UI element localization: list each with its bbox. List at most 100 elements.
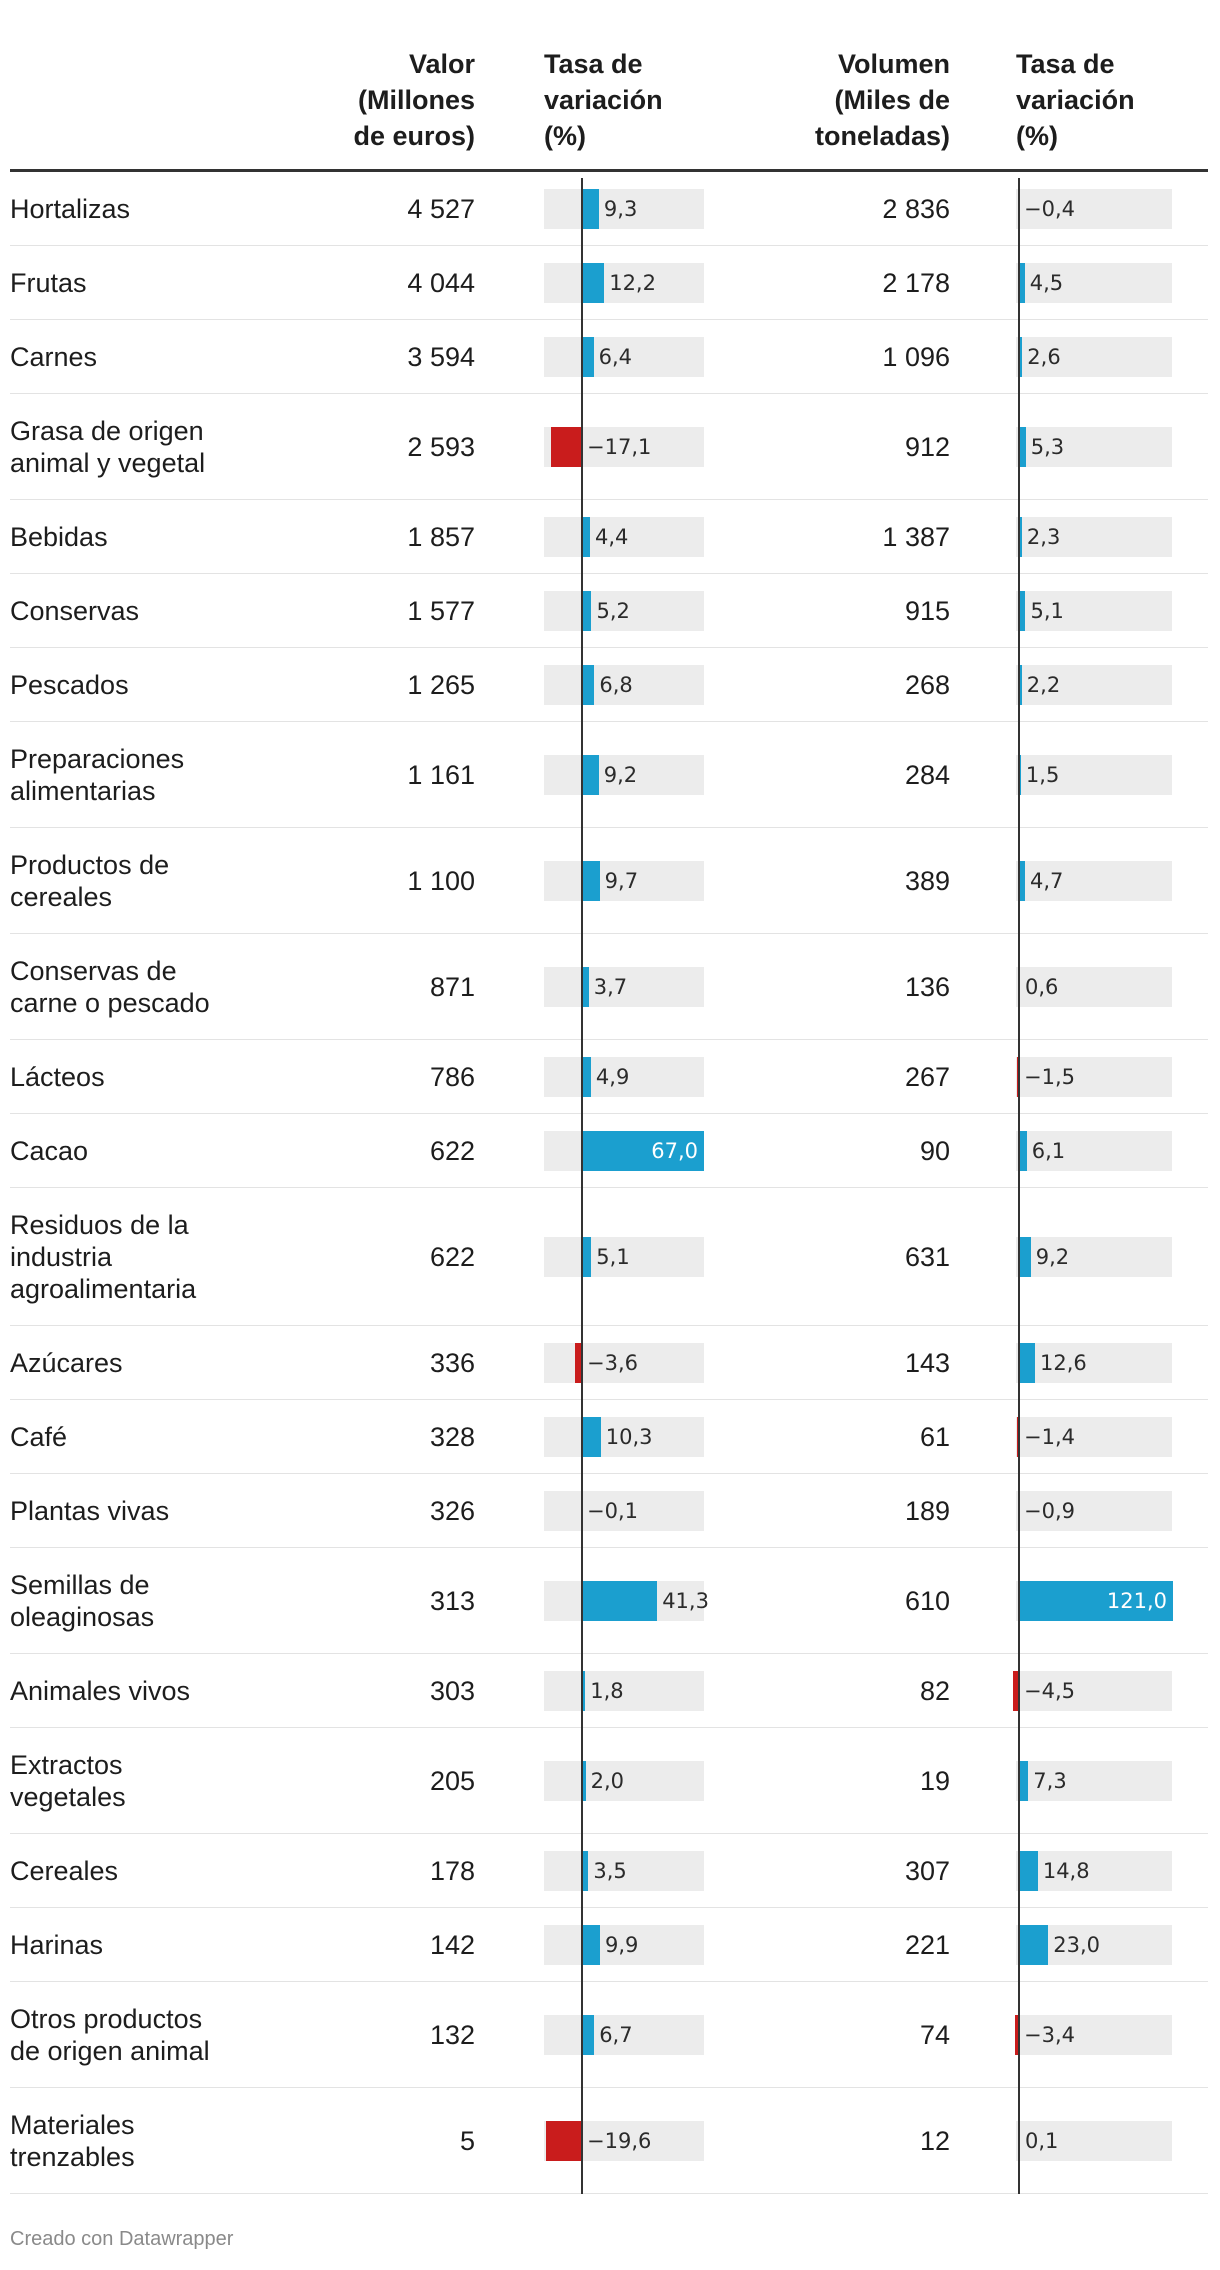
bar-track-tasa-volumen <box>1016 1237 1172 1277</box>
row-volumen: 284 <box>904 759 950 790</box>
row-volumen: 74 <box>919 2019 950 2050</box>
bar-track-tasa-volumen <box>1016 967 1172 1007</box>
row-volumen: 19 <box>919 1765 950 1796</box>
bar-track-tasa-volumen <box>1016 2121 1172 2161</box>
row-volumen: 136 <box>904 971 950 1002</box>
row-volumen: 389 <box>904 865 950 896</box>
row-valor: 4 527 <box>407 193 475 224</box>
label-tasa-volumen: −0,9 <box>1024 1499 1075 1523</box>
table-row: Bebidas 1 857 1 387 4,4 2,3 <box>10 500 1208 574</box>
label-tasa-volumen: 9,2 <box>1035 1245 1070 1269</box>
bar-track-tasa-volumen <box>1016 1671 1172 1711</box>
row-volumen: 221 <box>904 1929 950 1960</box>
label-tasa-volumen: 6,1 <box>1031 1139 1066 1163</box>
row-name: Productos de cereales <box>10 849 170 912</box>
bar-tasa-valor <box>582 1417 601 1457</box>
label-tasa-valor: 10,3 <box>605 1425 653 1449</box>
label-tasa-volumen: 1,5 <box>1025 763 1060 787</box>
label-tasa-volumen: 23,0 <box>1053 1933 1101 1957</box>
table-row: Grasa de origen animal y vegetal 2 593 912… <box>10 394 1208 500</box>
label-tasa-valor: 3,7 <box>593 975 628 999</box>
row-valor: 1 577 <box>407 595 475 626</box>
label-tasa-volumen: 5,3 <box>1030 435 1065 459</box>
bar-tasa-valor <box>582 1131 704 1171</box>
bar-tasa-volumen <box>1019 1925 1049 1965</box>
row-name: Lácteos <box>10 1061 105 1092</box>
row-valor: 313 <box>429 1585 475 1616</box>
table-row: Lácteos 786 267 4,9 −1,5 <box>10 1040 1208 1114</box>
bar-track-tasa-valor <box>544 1491 704 1531</box>
bar-tasa-valor <box>582 517 590 557</box>
row-volumen: 268 <box>904 669 950 700</box>
table-row: Otros productos de origen animal 132 74 6,7… <box>10 1982 1208 2088</box>
row-valor: 3 594 <box>407 341 475 372</box>
bar-tasa-valor <box>582 2015 595 2055</box>
label-tasa-volumen: −1,4 <box>1024 1425 1075 1449</box>
label-tasa-volumen: 2,3 <box>1026 525 1061 549</box>
header-valor: Valor (Millones de euros) <box>353 49 475 151</box>
label-tasa-valor: −0,1 <box>587 1499 638 1523</box>
row-valor: 142 <box>429 1929 475 1960</box>
row-volumen: 90 <box>919 1135 950 1166</box>
table-row: Semillas de oleaginosas 313 610 41,3 121,0 <box>10 1548 1208 1654</box>
label-tasa-valor: 12,2 <box>609 271 656 295</box>
bar-track-tasa-valor <box>544 861 704 901</box>
row-volumen: 915 <box>904 595 950 626</box>
row-volumen: 307 <box>904 1855 950 1886</box>
bar-track-tasa-valor <box>544 755 704 795</box>
label-tasa-valor: 9,2 <box>603 763 638 787</box>
label-tasa-valor: 1,8 <box>590 1679 624 1703</box>
row-valor: 871 <box>429 971 475 1002</box>
header-volumen: Volumen (Miles de toneladas) <box>814 49 950 151</box>
table-row: Extractos vegetales 205 19 2,0 7,3 <box>10 1728 1208 1834</box>
row-valor: 336 <box>429 1347 475 1378</box>
bar-tasa-valor <box>582 665 595 705</box>
row-volumen: 631 <box>904 1241 950 1272</box>
bar-tasa-valor <box>582 755 599 795</box>
bar-tasa-volumen <box>1019 1851 1038 1891</box>
bar-track-tasa-volumen <box>1016 1851 1172 1891</box>
row-volumen: 1 387 <box>882 521 950 552</box>
row-valor: 328 <box>429 1421 475 1452</box>
bar-track-tasa-volumen <box>1016 1761 1172 1801</box>
table-header: Valor (Millones de euros) Tasa de variac… <box>10 0 1208 172</box>
bar-track-tasa-valor <box>544 1671 704 1711</box>
row-name: Plantas vivas <box>10 1495 170 1526</box>
table-row: Carnes 3 594 1 096 6,4 2,6 <box>10 320 1208 394</box>
bar-tasa-valor <box>582 263 605 303</box>
label-tasa-volumen: −3,4 <box>1024 2023 1075 2047</box>
row-name: Extractos vegetales <box>10 1749 126 1812</box>
zero-line-tasa-volumen <box>1018 178 1020 2194</box>
header-tasa-volumen: Tasa de variación (%) <box>1016 49 1135 151</box>
row-volumen: 2 836 <box>882 193 950 224</box>
bar-tasa-valor <box>575 1343 582 1383</box>
label-tasa-valor: 9,3 <box>603 197 638 221</box>
row-valor: 178 <box>429 1855 475 1886</box>
bar-track-tasa-valor <box>544 1343 704 1383</box>
label-tasa-volumen: 14,8 <box>1042 1859 1090 1883</box>
header-tasa-valor: Tasa de variación (%) <box>544 49 663 151</box>
row-name: Pescados <box>10 669 129 700</box>
bar-tasa-volumen <box>1019 665 1022 705</box>
bar-track-tasa-valor <box>544 1057 704 1097</box>
row-valor: 786 <box>429 1061 475 1092</box>
table-row: Azúcares 336 143 −3,6 12,6 <box>10 1326 1208 1400</box>
row-name: Materiales trenzables <box>10 2109 135 2172</box>
bar-tasa-volumen <box>1014 2015 1019 2055</box>
label-tasa-volumen: −1,5 <box>1024 1065 1075 1089</box>
bar-tasa-valor <box>550 427 582 467</box>
bar-track-tasa-volumen <box>1016 1343 1172 1383</box>
label-tasa-valor: 3,5 <box>593 1859 627 1883</box>
bar-track-tasa-valor <box>544 967 704 1007</box>
bar-tasa-volumen <box>1019 263 1025 303</box>
row-valor: 2 593 <box>407 431 475 462</box>
row-name: Conservas <box>10 595 140 626</box>
row-volumen: 267 <box>904 1061 950 1092</box>
table-row: Productos de cereales 1 100 389 9,7 4,7 <box>10 828 1208 934</box>
bar-tasa-valor <box>582 1851 589 1891</box>
bar-tasa-volumen <box>1019 337 1023 377</box>
row-name: Frutas <box>10 267 87 298</box>
bar-track-tasa-valor <box>544 517 704 557</box>
label-tasa-valor: −19,6 <box>587 2129 652 2153</box>
label-tasa-volumen: −4,5 <box>1024 1679 1075 1703</box>
